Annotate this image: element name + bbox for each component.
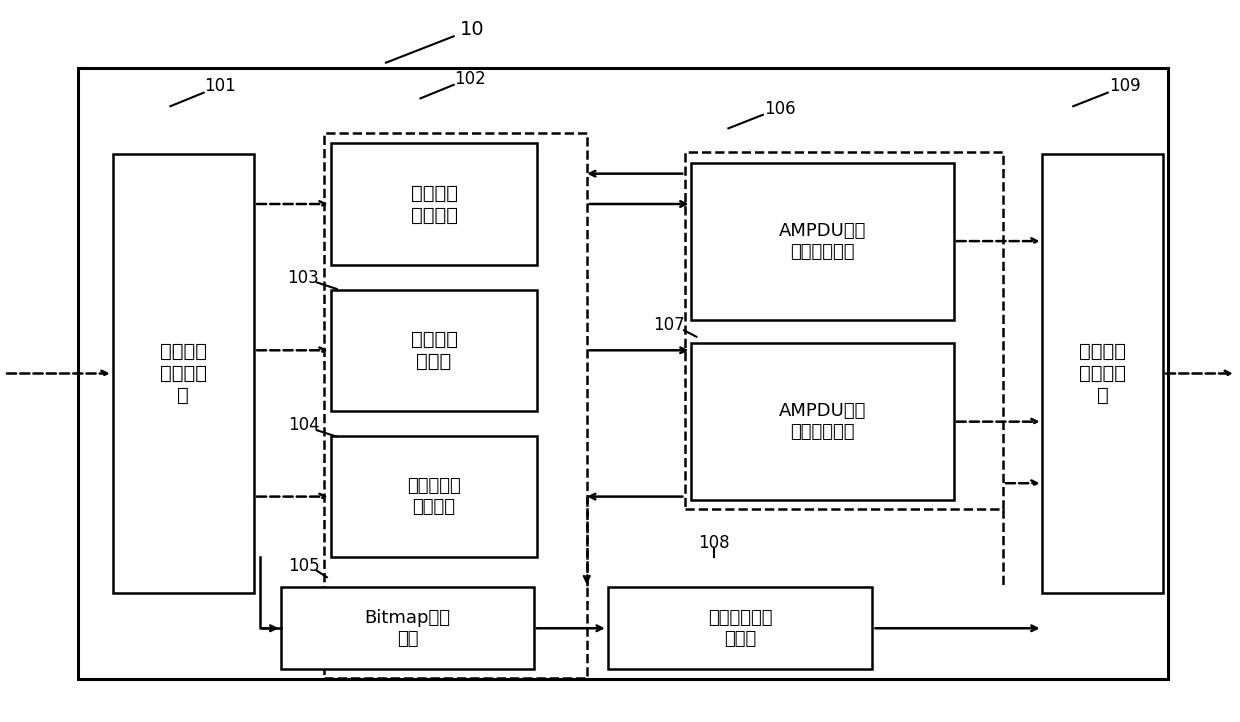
Bar	[692, 162, 954, 320]
Text: 101: 101	[203, 77, 236, 95]
Bar	[331, 436, 537, 557]
Text: Bitmap分析
模块: Bitmap分析 模块	[365, 609, 450, 648]
Text: 有效吞吐量
估计模块: 有效吞吐量 估计模块	[407, 477, 461, 516]
Text: 107: 107	[653, 316, 684, 334]
Text: AMPDU传输
速率确定模块: AMPDU传输 速率确定模块	[779, 402, 867, 441]
Bar	[113, 154, 254, 593]
Text: 104: 104	[288, 416, 319, 434]
Bar	[78, 69, 1168, 679]
Text: 105: 105	[288, 557, 319, 575]
Bar	[325, 133, 587, 678]
Text: 108: 108	[698, 534, 729, 552]
Text: 信噪比测
量模块: 信噪比测 量模块	[410, 330, 458, 371]
Bar	[686, 152, 1003, 509]
Text: 102: 102	[454, 70, 486, 88]
Text: 109: 109	[1109, 77, 1141, 95]
Text: 帧接收信
息管理模
块: 帧接收信 息管理模 块	[160, 342, 207, 405]
Bar	[281, 587, 533, 669]
Text: AMPDU聚合
帧长确定模块: AMPDU聚合 帧长确定模块	[779, 222, 867, 261]
Text: 103: 103	[288, 269, 320, 287]
Bar	[331, 144, 537, 265]
Bar	[1043, 154, 1163, 593]
Bar	[692, 343, 954, 500]
Bar	[331, 290, 537, 411]
Text: 误子帧率
估计模块: 误子帧率 估计模块	[410, 183, 458, 225]
Bar	[608, 587, 873, 669]
Text: 106: 106	[764, 100, 796, 118]
Text: 帧发送信
息管理模
块: 帧发送信 息管理模 块	[1079, 342, 1126, 405]
Text: 碰撞检测和处
理模块: 碰撞检测和处 理模块	[708, 609, 773, 648]
Text: 10: 10	[460, 19, 485, 39]
